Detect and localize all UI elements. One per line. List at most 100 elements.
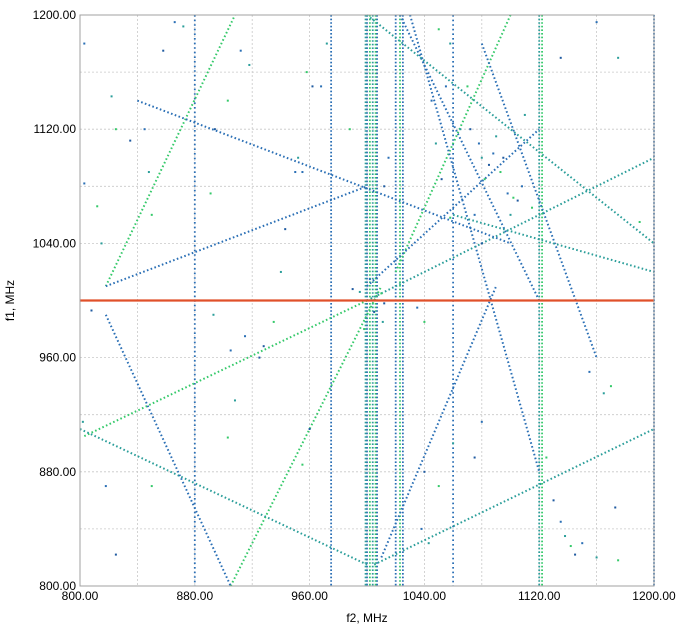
scatter-point: [516, 199, 519, 202]
scatter-point: [459, 128, 462, 131]
scatter-point: [444, 85, 447, 88]
diagonal-series-line: [104, 314, 232, 587]
scatter-point: [381, 320, 384, 323]
plot-frame: [79, 14, 655, 587]
scatter-point: [239, 49, 242, 52]
scatter-point: [595, 21, 598, 24]
scatter-point: [104, 485, 107, 488]
y-tick-label: 1120.00: [34, 122, 77, 136]
scatter-point: [229, 349, 232, 352]
scatter-point: [248, 63, 251, 66]
scatter-point: [213, 128, 216, 131]
scatter-point: [294, 171, 297, 174]
scatter-point: [427, 542, 430, 545]
scatter-point: [423, 320, 426, 323]
scatter-point: [564, 535, 567, 538]
scatter-point: [473, 213, 476, 216]
scatter-point: [114, 553, 117, 556]
diagonal-series-line: [229, 285, 383, 587]
scatter-point: [358, 290, 361, 293]
diagonal-series-line: [452, 213, 655, 273]
diagonal-series-line: [373, 428, 655, 566]
x-axis-label: f2, MHz: [346, 611, 387, 625]
diagonal-series-line: [409, 14, 541, 473]
x-tick-label: 960.00: [291, 589, 328, 603]
diagonal-series-line: [366, 14, 655, 245]
scatter-point: [545, 456, 548, 459]
scatter-point: [233, 399, 236, 402]
scatter-point: [416, 306, 419, 309]
scatter-point: [262, 345, 265, 348]
scatter-point: [162, 49, 165, 52]
y-tick-label: 960.00: [39, 351, 76, 365]
scatter-point: [452, 442, 455, 445]
scatter-point: [83, 182, 86, 185]
scatter-point: [602, 392, 605, 395]
scatter-point: [423, 470, 426, 473]
scatter-point: [595, 556, 598, 559]
scatter-point: [512, 196, 515, 199]
scatter-point: [552, 499, 555, 502]
scatter-point: [449, 216, 452, 219]
scatter-point: [502, 156, 505, 159]
scatter-point: [212, 313, 215, 316]
scatter-point: [617, 56, 620, 59]
scatter-point: [147, 171, 150, 174]
x-tick-label: 880.00: [176, 589, 213, 603]
scatter-point: [150, 213, 153, 216]
scatter-point: [226, 436, 229, 439]
scatter-point: [531, 206, 534, 209]
scatter-point: [348, 128, 351, 131]
scatter-point: [559, 56, 562, 59]
scatter-point: [483, 178, 486, 181]
scatter-point: [638, 220, 641, 223]
scatter-point: [308, 427, 311, 430]
scatter-point: [492, 152, 495, 155]
scatter-point: [182, 25, 185, 28]
diagonal-series-line: [79, 428, 368, 566]
y-tick-label: 800.00: [39, 579, 76, 593]
x-tick-label: 1040.00: [403, 589, 447, 603]
scatter-point: [83, 42, 86, 45]
scatter-point: [383, 302, 386, 305]
y-tick-label: 1200.00: [33, 8, 77, 22]
scatter-point: [437, 485, 440, 488]
diagonal-series-group: [79, 14, 655, 587]
x-tick-label: 1120.00: [518, 589, 561, 603]
scatter-point: [110, 95, 113, 98]
scatter-point: [437, 28, 440, 31]
diagonal-series-line: [105, 185, 368, 288]
scatter-point: [173, 21, 176, 24]
diagonal-series-line: [137, 99, 511, 245]
scatter-point: [559, 520, 562, 523]
y-axis-label: f1, MHz: [3, 280, 17, 321]
scatter-point: [351, 288, 354, 291]
x-tick-label: 1200.00: [632, 589, 676, 603]
scatter-point: [434, 142, 437, 145]
scatter-point: [114, 128, 117, 131]
scatter-point: [617, 559, 620, 562]
scatter-point: [495, 135, 498, 138]
diagonal-series-line: [366, 128, 540, 287]
scatter-point: [368, 278, 371, 281]
scatter-points-group: [81, 21, 641, 562]
scatter-point: [96, 205, 99, 208]
scatter-point: [480, 156, 483, 159]
scatter-point: [81, 420, 84, 423]
scatter-point: [373, 310, 376, 313]
scatter-point: [420, 527, 423, 530]
scatter-point: [380, 292, 383, 295]
scatter-point: [244, 335, 247, 338]
scatter-point: [100, 242, 103, 245]
scatter-point: [480, 420, 483, 423]
scatter-point: [469, 128, 472, 131]
scatter-point: [506, 192, 509, 195]
y-tick-label: 880.00: [39, 465, 76, 479]
scatter-point: [209, 192, 212, 195]
diagonal-series-line: [394, 14, 512, 273]
scatter-point: [272, 320, 275, 323]
scatter-point: [499, 171, 502, 174]
scatter-point: [609, 385, 612, 388]
scatter-point: [520, 185, 523, 188]
